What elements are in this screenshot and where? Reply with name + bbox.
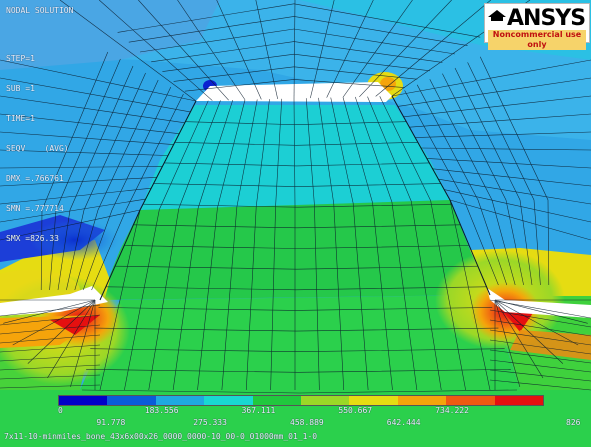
plot-footer: 7x11-10-minmiles_bone_43x6x00x26_0000_00… [4,432,318,441]
legend-swatch [446,396,495,405]
info-time: TIME=1 [6,114,35,123]
legend-swatch [397,396,447,405]
legend-label-upper: 183.556 [144,406,179,415]
solution-title: NODAL SOLUTION [6,6,74,15]
legend-swatch [59,396,108,405]
legend-swatch [494,396,544,405]
legend-swatch [204,396,253,405]
legend-label-lower: 458.889 [290,418,324,427]
legend-swatch [252,396,302,405]
legend-label-upper: 734.222 [435,406,469,415]
info-seqv: SEQV (AVG) [6,144,69,153]
contour-legend [58,395,544,406]
legend-swatch [349,396,398,405]
legend-label-upper: 0 [58,406,63,415]
legend-label-lower: 642.444 [386,418,421,427]
info-smx: SMX =826.33 [6,234,59,243]
mesh-lines [0,0,591,394]
info-dmx: DMX =.766761 [6,174,64,183]
logo-tagline: Noncommercial use only [488,30,586,50]
info-sub: SUB =1 [6,84,35,93]
legend-label-lower: 275.333 [193,418,227,427]
ansys-logo: ANSYS Noncommercial use only [484,3,590,50]
legend-label-upper: 550.667 [338,406,373,415]
info-smn: SMN =.777714 [6,204,64,213]
legend-label-lower: 826 [566,418,581,427]
legend-swatch [301,396,350,405]
legend-swatch [155,396,205,405]
solution-info: STEP=1 SUB =1 TIME=1 SEQV (AVG) DMX =.76… [6,34,69,254]
legend-swatch [107,396,156,405]
legend-label-upper: 367.111 [241,406,276,415]
graduation-cap-icon [488,10,506,17]
legend-label-lower: 91.778 [96,418,126,427]
logo-brand: ANSYS [507,6,586,31]
info-step: STEP=1 [6,54,35,63]
